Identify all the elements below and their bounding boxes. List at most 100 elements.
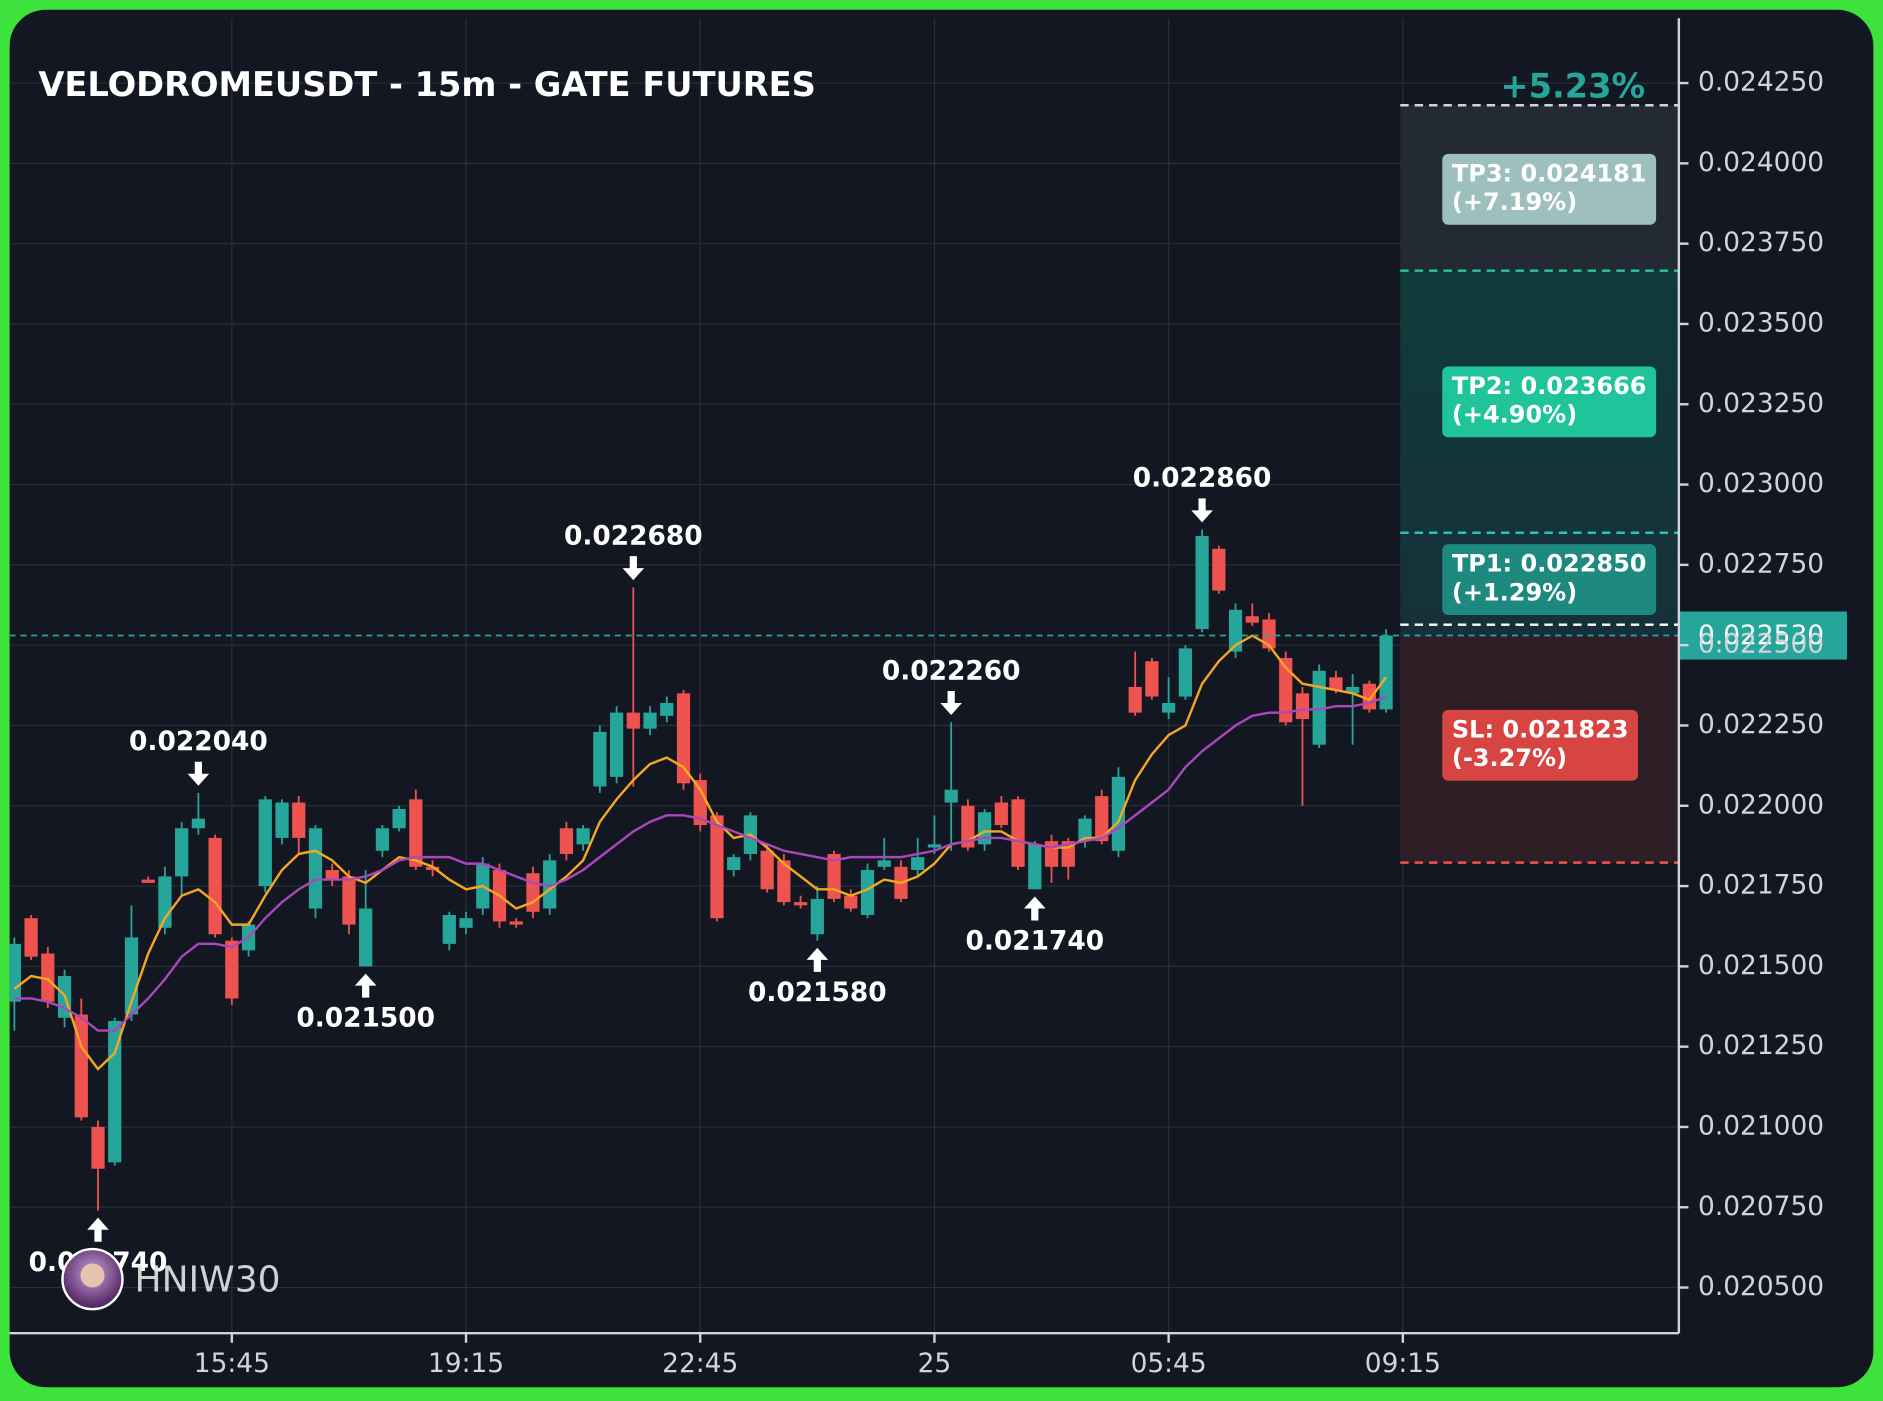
level-box: TP3: 0.024181(+7.19%) [1442, 153, 1657, 225]
candle-body [626, 712, 640, 729]
candle-body [91, 1126, 105, 1169]
level-label: TP1: 0.022850 [1452, 550, 1647, 578]
candle-body [1279, 658, 1293, 723]
annotation-label: 0.021580 [748, 977, 887, 1008]
candle-body [559, 828, 574, 854]
candle-body [860, 870, 875, 915]
x-tick-label: 15:45 [194, 1348, 270, 1379]
candle-body [1228, 609, 1243, 652]
candle-body [41, 953, 55, 1002]
candle-body [141, 879, 155, 883]
annotation-arrow [187, 761, 210, 786]
level-box-bg [1442, 153, 1657, 225]
candle-body [509, 921, 523, 925]
candle-body [676, 693, 691, 784]
candle-body [1329, 677, 1343, 691]
candle-body [292, 802, 306, 838]
candle-body [1245, 616, 1259, 623]
candle-body [425, 866, 440, 871]
level-pct: (+4.90%) [1452, 401, 1577, 429]
annotation-label: 0.021500 [296, 1003, 435, 1034]
annotation-arrow [622, 556, 645, 581]
candle-body [576, 828, 590, 845]
candle-body [1145, 661, 1159, 697]
candle-body [760, 850, 774, 890]
candle-body [1312, 670, 1326, 745]
annotation-arrow [940, 691, 962, 716]
level-pct: (+7.19%) [1452, 188, 1577, 216]
candle-body [643, 712, 657, 729]
x-tick-label: 25 [918, 1348, 952, 1379]
y-tick-label: 0.022500 [1698, 629, 1824, 660]
candle-body [543, 860, 557, 909]
x-tick-label: 09:15 [1365, 1348, 1441, 1379]
candle-body [225, 940, 239, 999]
level-box-bg [1442, 709, 1639, 781]
candle-body [526, 873, 540, 912]
candle-body [308, 828, 323, 909]
candle-body [1111, 776, 1126, 851]
candle-body [24, 918, 38, 957]
y-tick-label: 0.024000 [1698, 147, 1824, 178]
chart-title: VELODROMEUSDT - 15m - GATE FUTURES [38, 65, 815, 104]
price-tag [1678, 611, 1847, 660]
candle-body [794, 902, 808, 906]
price-tag-label: 0.022530 [1698, 620, 1824, 651]
candle-body [1095, 796, 1109, 842]
avatar-face [80, 1263, 105, 1288]
y-tick-label: 0.023750 [1698, 227, 1824, 258]
y-tick-label: 0.022750 [1698, 548, 1824, 579]
annotation-label: 0.022680 [564, 520, 703, 551]
y-tick-label: 0.021750 [1698, 870, 1824, 901]
candle-body [1379, 635, 1393, 710]
x-tick-label: 22:45 [662, 1348, 738, 1379]
candle-body [927, 844, 942, 848]
candle-body [1028, 844, 1042, 890]
annotation-label: 0.022040 [129, 726, 268, 757]
candle-body [275, 802, 289, 838]
annotation-arrow [806, 947, 829, 972]
candle-body [593, 731, 607, 787]
candle-body [325, 870, 339, 880]
candle-body [777, 860, 791, 903]
candle-body [175, 828, 189, 877]
candle-body [442, 914, 456, 944]
candle-body [1362, 683, 1376, 710]
candle-body [660, 702, 674, 716]
level-box: TP1: 0.022850(+1.29%) [1442, 544, 1657, 616]
candle-body [944, 789, 958, 803]
y-tick-label: 0.020500 [1698, 1271, 1824, 1302]
candle-body [1346, 686, 1360, 694]
candle-body [810, 898, 824, 935]
level-pct: (-3.27%) [1452, 744, 1567, 772]
ma-line [13, 634, 1388, 1071]
level-label: SL: 0.021823 [1452, 715, 1629, 743]
candle-body [710, 815, 724, 919]
candle-body [1011, 799, 1025, 867]
candle-body [1078, 818, 1092, 842]
y-tick-label: 0.024250 [1698, 67, 1824, 98]
y-tick-label: 0.022000 [1698, 789, 1824, 820]
level-pct: (+1.29%) [1452, 578, 1577, 606]
y-tick-label: 0.023250 [1698, 388, 1824, 419]
level-label: TP2: 0.023666 [1452, 372, 1647, 400]
level-box-bg [1442, 544, 1657, 616]
candle-body [693, 780, 707, 826]
candle-body [459, 918, 473, 928]
candle-body [1178, 648, 1192, 697]
y-tick-label: 0.021000 [1698, 1110, 1824, 1141]
candle-body [208, 837, 222, 935]
candle-body [827, 853, 841, 899]
annotation-label: 0.022860 [1133, 463, 1272, 494]
candle-body [1044, 841, 1059, 867]
candle-body [191, 818, 205, 829]
y-tick-label: 0.020750 [1698, 1191, 1824, 1222]
candle-body [9, 943, 21, 1002]
candle-body [1128, 686, 1142, 713]
x-tick-label: 05:45 [1131, 1348, 1207, 1379]
annotation-arrow [354, 973, 377, 998]
candle-body [1162, 702, 1176, 713]
candle-body [1212, 548, 1226, 591]
